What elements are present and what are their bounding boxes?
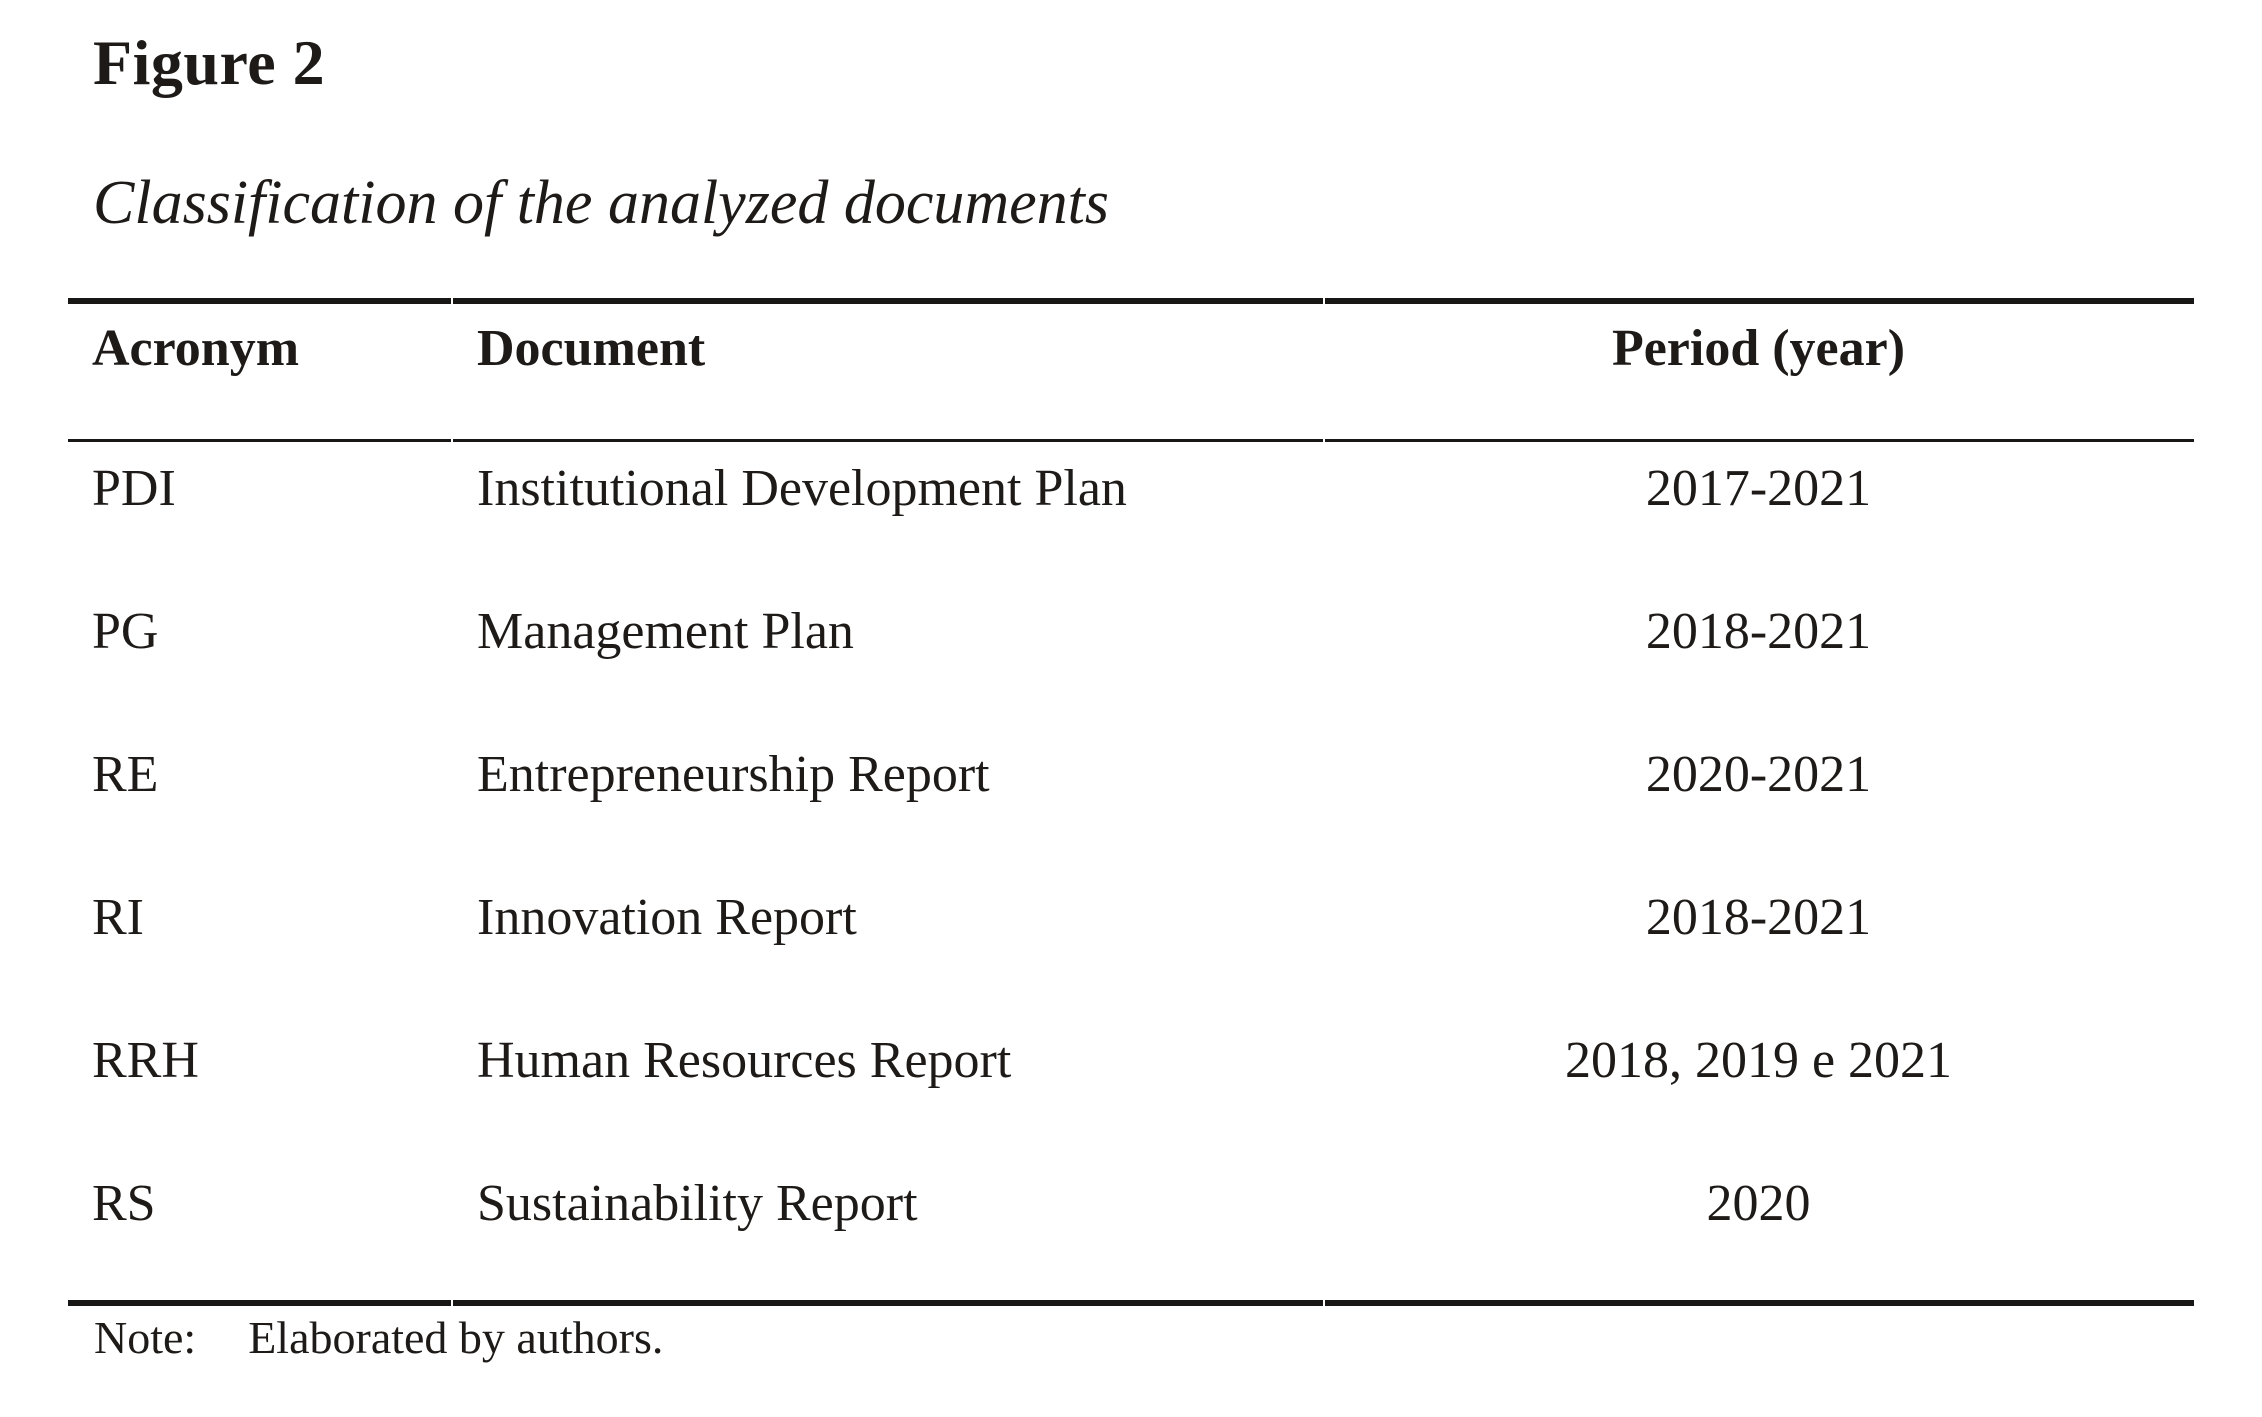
document-cell: Innovation Report [477, 889, 857, 946]
table-row: RRH Human Resources Report 2018, 2019 e … [68, 1014, 2194, 1157]
table-row: RI Innovation Report 2018-2021 [68, 871, 2194, 1014]
period-cell: 2020 [1706, 1175, 1811, 1232]
table-note: Note: Elaborated by authors. [94, 1312, 663, 1365]
document-cell: Entrepreneurship Report [477, 746, 990, 803]
classification-table-wrapper: Acronym Document Period (year) PDI Insti… [68, 298, 2194, 1306]
acronym-cell: PG [92, 603, 159, 660]
period-cell: 2018-2021 [1645, 889, 1872, 946]
period-cell: 2017-2021 [1645, 460, 1872, 517]
column-header-document: Document [477, 320, 706, 377]
document-cell: Management Plan [477, 603, 854, 660]
document-cell: Human Resources Report [477, 1032, 1012, 1089]
column-header-period: Period (year) [1611, 320, 1906, 377]
document-cell: Institutional Development Plan [477, 460, 1127, 517]
acronym-cell: RRH [92, 1032, 199, 1089]
note-label: Note: [94, 1312, 197, 1363]
acronym-cell: RS [92, 1175, 156, 1232]
period-cell: 2018-2021 [1645, 603, 1872, 660]
acronym-cell: PDI [92, 460, 176, 517]
table-row: PDI Institutional Development Plan 2017-… [68, 441, 2194, 586]
table-row: RS Sustainability Report 2020 [68, 1157, 2194, 1303]
figure-label: Figure 2 [93, 27, 326, 98]
header-row: Acronym Document Period (year) [68, 301, 2194, 441]
column-header-acronym: Acronym [92, 320, 300, 377]
figure-caption: Classification of the analyzed documents [93, 169, 1110, 237]
table-row: PG Management Plan 2018-2021 [68, 585, 2194, 728]
acronym-cell: RE [92, 746, 159, 803]
note-text: Elaborated by authors. [248, 1312, 664, 1363]
table-row: RE Entrepreneurship Report 2020-2021 [68, 728, 2194, 871]
document-cell: Sustainability Report [477, 1175, 918, 1232]
classification-table: Acronym Document Period (year) PDI Insti… [68, 298, 2194, 1306]
period-cell: 2018, 2019 e 2021 [1564, 1032, 1953, 1089]
period-cell: 2020-2021 [1645, 746, 1872, 803]
acronym-cell: RI [92, 889, 144, 946]
